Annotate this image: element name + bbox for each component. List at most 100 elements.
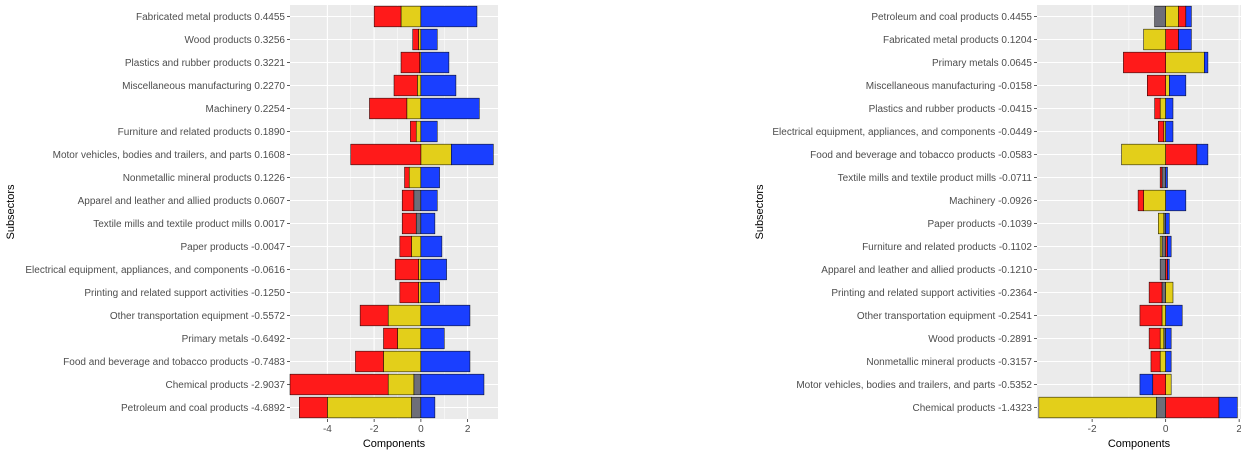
- right-chart-panel: Petroleum and coal products 0.4455 Fabric…: [754, 5, 1241, 450]
- y-axis-title: Subsectors: [754, 184, 766, 240]
- bar-segment-blue: [1165, 304, 1183, 327]
- bar-segment-red: [359, 304, 389, 327]
- bar-segment-yellow: [1165, 51, 1205, 74]
- bar-segment-blue: [1165, 189, 1187, 212]
- bar-segment-blue: [420, 51, 450, 74]
- bar-segment-yellow: [387, 304, 422, 327]
- y-tick-label: Other transportation equipment -0.2541: [857, 311, 1033, 322]
- bar-segment-yellow: [1165, 281, 1174, 304]
- y-tick-label: Textile mills and textile product mills …: [838, 173, 1033, 184]
- x-tick-label: 2: [1236, 424, 1241, 435]
- y-axis-title: Subsectors: [5, 184, 17, 240]
- y-tick-label: Apparel and leather and allied products …: [821, 265, 1032, 276]
- bar-segment-gray: [413, 189, 422, 212]
- plot-background: [290, 5, 498, 419]
- bar-segment-blue: [1139, 373, 1154, 396]
- bar-segment-blue: [1196, 143, 1209, 166]
- bar-segment-blue: [1178, 28, 1192, 51]
- bar-segment-yellow: [1165, 74, 1170, 97]
- y-tick-label: Nonmetallic mineral products -0.3157: [866, 357, 1032, 368]
- bar-segment-yellow: [418, 28, 422, 51]
- bar-segment-red: [404, 166, 410, 189]
- bar-segment-yellow: [1158, 212, 1165, 235]
- bar-segment-yellow: [418, 281, 422, 304]
- y-tick-label: Textile mills and textile product mills …: [93, 219, 285, 230]
- bar-segment-yellow: [1163, 120, 1166, 143]
- bar-segment-blue: [1185, 5, 1192, 28]
- x-tick-label: -2: [370, 424, 379, 435]
- y-tick-label: Primary metals 0.0645: [932, 58, 1032, 69]
- bar-segment-gray: [1154, 5, 1166, 28]
- x-tick-label: -4: [323, 424, 332, 435]
- y-tick-label: Printing and related support activities …: [84, 288, 285, 299]
- bar-segment-blue: [420, 350, 471, 373]
- bar-segment-blue: [420, 5, 478, 28]
- x-tick-label: 2: [465, 424, 471, 435]
- bar-segment-blue: [420, 396, 436, 419]
- bar-segment-yellow: [1165, 5, 1179, 28]
- bar-segment-blue: [1165, 212, 1170, 235]
- bar-segment-gray: [411, 396, 422, 419]
- y-tick-label: Electrical equipment, appliances, and co…: [772, 127, 1032, 138]
- plot-background: [1037, 5, 1241, 419]
- bar-segment-red: [1178, 5, 1187, 28]
- bar-segment-red: [1154, 97, 1161, 120]
- x-axis-title: Components: [363, 438, 426, 450]
- y-tick-label: Motor vehicles, bodies and trailers, and…: [796, 380, 1032, 391]
- bar-segment-yellow: [1121, 143, 1166, 166]
- bar-segment-red: [299, 396, 328, 419]
- y-tick-label: Other transportation equipment -0.5572: [110, 311, 286, 322]
- y-tick-label: Electrical equipment, appliances, and co…: [25, 265, 285, 276]
- bar-segment-gray: [1156, 396, 1166, 419]
- bar-segment-red: [369, 97, 408, 120]
- bar-segment-gray: [413, 373, 422, 396]
- bar-segment-blue: [420, 327, 445, 350]
- bar-segment-gray: [1161, 235, 1166, 258]
- bar-segment-blue: [420, 120, 438, 143]
- left-chart-panel: Fabricated metal products 0.4455 Wood pro…: [5, 5, 498, 450]
- bar-segment-blue: [420, 212, 436, 235]
- bar-segment-blue: [1218, 396, 1238, 419]
- bar-segment-yellow: [387, 373, 415, 396]
- bar-segment-red: [1148, 281, 1163, 304]
- bar-segment-red: [412, 28, 419, 51]
- bar-segment-blue: [1167, 258, 1170, 281]
- bar-segment-red: [1165, 28, 1179, 51]
- bar-segment-gray: [1163, 212, 1166, 235]
- bar-segment-blue: [1165, 327, 1172, 350]
- y-tick-label: Chemical products -1.4323: [912, 403, 1032, 414]
- bar-segment-blue: [1203, 51, 1209, 74]
- bar-segment-yellow: [415, 120, 422, 143]
- y-tick-label: Wood products 0.3256: [185, 35, 286, 46]
- bar-segment-blue: [420, 97, 480, 120]
- bar-segment-yellow: [406, 97, 422, 120]
- bar-segment-yellow: [418, 258, 422, 281]
- bar-segment-blue: [420, 235, 443, 258]
- bar-segment-red: [401, 212, 417, 235]
- y-tick-label: Furniture and related products -0.1102: [862, 242, 1032, 253]
- bar-segment-red: [1165, 396, 1220, 419]
- bar-segment-red: [1152, 373, 1166, 396]
- bar-segment-blue: [420, 189, 438, 212]
- bar-segment-red: [383, 327, 398, 350]
- bar-segment-blue: [420, 373, 485, 396]
- x-tick-label: 0: [418, 424, 424, 435]
- bar-segment-blue: [420, 258, 447, 281]
- bar-segment-red: [1165, 258, 1168, 281]
- y-tick-label: Miscellaneous manufacturing -0.0158: [866, 81, 1033, 92]
- bar-segment-yellow: [327, 396, 412, 419]
- bar-segment-red: [373, 5, 402, 28]
- bar-segment-red: [350, 143, 422, 166]
- bar-segment-yellow: [1143, 28, 1166, 51]
- bar-segment-yellow: [417, 74, 422, 97]
- bar-segment-blue: [420, 74, 457, 97]
- y-tick-label: Fabricated metal products 0.1204: [883, 35, 1032, 46]
- bar-segment-red: [399, 235, 412, 258]
- bar-segment-red: [289, 373, 389, 396]
- bar-segment-yellow: [1159, 350, 1166, 373]
- y-tick-label: Chemical products -2.9037: [165, 380, 285, 391]
- bar-segment-blue: [1165, 350, 1172, 373]
- bar-segment-blue: [1165, 166, 1168, 189]
- y-tick-label: Motor vehicles, bodies and trailers, and…: [53, 150, 286, 161]
